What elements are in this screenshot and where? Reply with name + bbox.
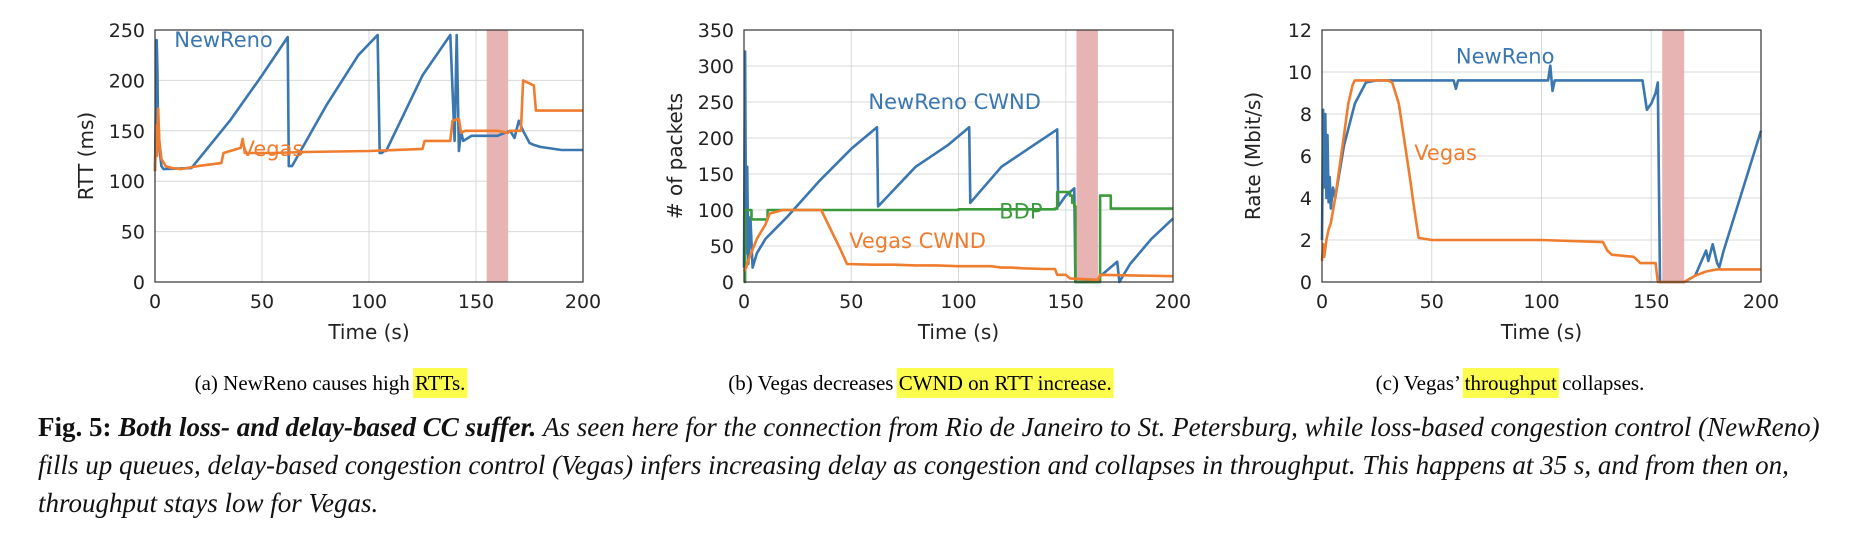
- y-tick-label: 6: [1300, 146, 1312, 168]
- series-line-newreno-cwnd: [742, 50, 1174, 284]
- x-tick-label: 100: [351, 291, 387, 313]
- y-tick-label: 100: [109, 171, 145, 193]
- x-tick-label: 50: [839, 291, 863, 313]
- x-tick-label: 200: [565, 291, 601, 313]
- y-tick-label: 150: [698, 164, 734, 186]
- x-tick-label: 150: [458, 291, 494, 313]
- subcaption-highlight: throughput: [1465, 371, 1557, 395]
- series-label-vegas-cwnd: Vegas CWND: [849, 229, 986, 253]
- y-tick-label: 100: [698, 200, 734, 222]
- y-tick-label: 0: [133, 272, 145, 294]
- series-label-newreno: NewReno: [1456, 45, 1555, 69]
- y-tick-label: 10: [1288, 62, 1312, 84]
- y-tick-label: 12: [1288, 20, 1312, 42]
- x-tick-label: 100: [1523, 291, 1559, 313]
- subcaption-highlight-box: [413, 368, 468, 398]
- y-tick-label: 350: [698, 20, 734, 42]
- y-tick-label: 250: [109, 20, 145, 42]
- x-tick-label: 100: [940, 291, 976, 313]
- y-axis-label: Rate (Mbit/s): [1241, 92, 1265, 220]
- y-tick-label: 2: [1300, 230, 1312, 252]
- subcaption-suffix: collapses.: [1557, 371, 1644, 395]
- subcaption-highlight: CWND on RTT increase.: [899, 371, 1112, 395]
- x-axis-label: Time (s): [327, 320, 409, 344]
- x-tick-label: 0: [149, 291, 161, 313]
- plot-frame: [1321, 29, 1762, 283]
- y-tick-label: 8: [1300, 104, 1312, 126]
- x-tick-label: 200: [1743, 291, 1779, 313]
- x-tick-label: 150: [1633, 291, 1669, 313]
- chart-c: 0 50 100 150 200 0 2 4 6 8 10 12 Time (s) Rate (Mbit/…: [1241, 20, 1779, 398]
- subcaption-prefix: (c) Vegas’: [1376, 371, 1465, 395]
- shaded-region: [1076, 30, 1098, 282]
- caption-body: As seen here for the connection from Rio…: [38, 412, 1820, 518]
- x-tick-label: 0: [1316, 291, 1328, 313]
- y-tick-label: 50: [710, 236, 734, 258]
- subcaption-highlight-box: [1462, 368, 1559, 398]
- series-line-vegas-cwnd: [742, 208, 1174, 282]
- x-tick-label: 200: [1155, 291, 1191, 313]
- plot-frame: [154, 29, 584, 283]
- chart-a: 0 50 100 150 200 0 50 100 150 200 250 Time (s) RTT (…: [74, 20, 601, 398]
- caption-label: Fig. 5:: [38, 412, 112, 442]
- y-tick-label: 0: [1300, 272, 1312, 294]
- subcaption-highlight-box: [896, 368, 1114, 398]
- chart-b: 0 50 100 150 200 0 50 100 150 200 250 300 350 Time (s…: [663, 20, 1191, 398]
- x-axis-label: Time (s): [917, 320, 999, 344]
- subcaption-a: (a) NewReno causes high RTTs.: [195, 371, 466, 395]
- shaded-region: [486, 30, 509, 282]
- subcaption-b: (b) Vegas decreases CWND on RTT increase…: [728, 371, 1111, 395]
- plot-frame: [743, 29, 1174, 283]
- subcaption-highlight: RTTs.: [415, 371, 465, 395]
- y-tick-label: 200: [109, 70, 145, 92]
- series-label-vegas: Vegas: [1414, 141, 1477, 165]
- y-tick-label: 150: [109, 121, 145, 143]
- y-axis-label: # of packets: [663, 93, 687, 219]
- series-label-newreno-cwnd: NewReno CWND: [868, 90, 1041, 114]
- y-axis-label: RTT (ms): [74, 112, 98, 200]
- x-tick-label: 0: [738, 291, 750, 313]
- subcaption-c: (c) Vegas’ throughput collapses.: [1376, 371, 1645, 395]
- y-tick-label: 4: [1300, 188, 1312, 210]
- y-tick-label: 0: [722, 272, 734, 294]
- figure-caption: Fig. 5: Both loss- and delay-based CC su…: [38, 408, 1828, 522]
- y-tick-label: 50: [121, 222, 145, 244]
- x-axis-label: Time (s): [1500, 320, 1582, 344]
- caption-title: Both loss- and delay-based CC suffer.: [118, 412, 537, 442]
- series-line-vegas: [1320, 79, 1761, 284]
- x-tick-label: 50: [250, 291, 274, 313]
- x-tick-label: 50: [1420, 291, 1444, 313]
- y-tick-label: 250: [698, 92, 734, 114]
- y-tick-label: 200: [698, 128, 734, 150]
- shaded-region: [1662, 30, 1685, 282]
- series-line-vegas: [153, 79, 583, 172]
- series-label-newreno: NewReno: [174, 28, 273, 52]
- series-label-vegas: Vegas: [241, 137, 304, 161]
- x-tick-label: 150: [1048, 291, 1084, 313]
- series-label-bdp: BDP: [999, 200, 1042, 224]
- y-tick-label: 300: [698, 56, 734, 78]
- subcaption-prefix: (a) NewReno causes high: [195, 371, 415, 395]
- subcaption-prefix: (b) Vegas decreases: [728, 371, 898, 395]
